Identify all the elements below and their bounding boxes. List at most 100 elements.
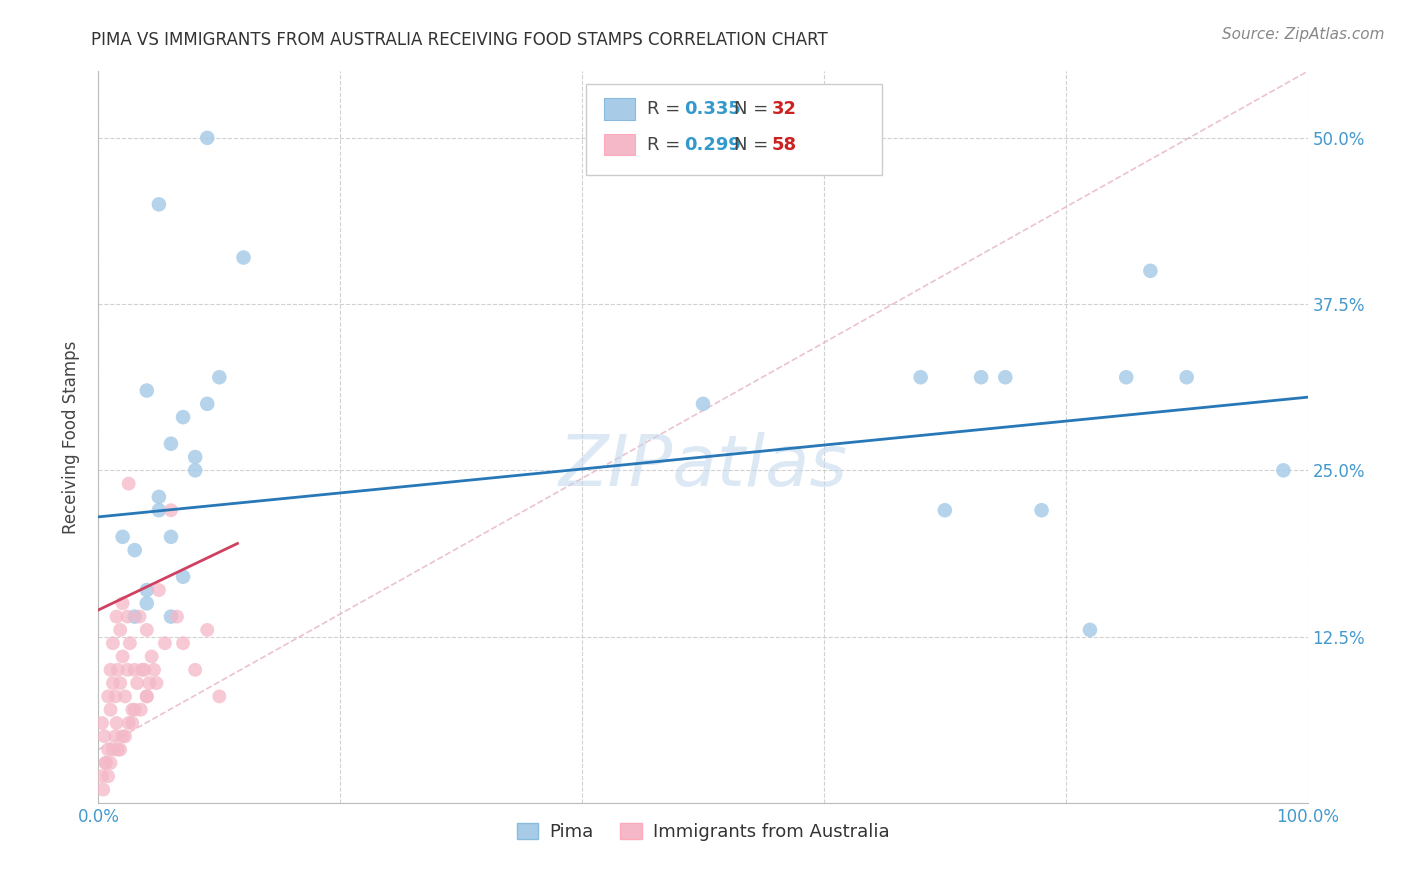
Point xyxy=(692,397,714,411)
Point xyxy=(108,676,131,690)
Point xyxy=(148,582,170,597)
Point xyxy=(141,649,163,664)
Point xyxy=(148,503,170,517)
Text: R =: R = xyxy=(647,136,686,153)
Point xyxy=(131,663,153,677)
Point xyxy=(111,596,134,610)
Point xyxy=(114,690,136,704)
Point xyxy=(135,690,157,704)
Point xyxy=(105,609,128,624)
Point xyxy=(1272,463,1295,477)
Point xyxy=(166,609,188,624)
Point xyxy=(994,370,1017,384)
Text: N =: N = xyxy=(734,101,775,119)
Point xyxy=(143,663,166,677)
Point xyxy=(118,636,141,650)
Point xyxy=(153,636,176,650)
Point xyxy=(172,636,194,650)
Point xyxy=(128,609,150,624)
Legend: Pima, Immigrants from Australia: Pima, Immigrants from Australia xyxy=(509,816,897,848)
Point xyxy=(101,742,124,756)
Bar xyxy=(603,98,636,120)
Point xyxy=(91,769,114,783)
Point xyxy=(184,663,207,677)
Point xyxy=(108,623,131,637)
Point xyxy=(100,703,122,717)
Point xyxy=(107,663,129,677)
Text: Source: ZipAtlas.com: Source: ZipAtlas.com xyxy=(1222,27,1385,42)
Point xyxy=(121,703,143,717)
Text: 32: 32 xyxy=(772,101,797,119)
Point xyxy=(111,530,134,544)
Point xyxy=(145,676,167,690)
Point xyxy=(114,729,136,743)
Point xyxy=(101,636,124,650)
Point xyxy=(195,623,218,637)
Point xyxy=(108,742,131,756)
Point xyxy=(135,690,157,704)
Text: R =: R = xyxy=(647,101,686,119)
Point xyxy=(184,450,207,464)
Point xyxy=(101,676,124,690)
Point xyxy=(195,397,218,411)
Point xyxy=(105,716,128,731)
Point xyxy=(1115,370,1137,384)
Text: ZIPatlas: ZIPatlas xyxy=(558,432,848,500)
Point xyxy=(104,729,127,743)
Bar xyxy=(603,134,636,155)
Point xyxy=(94,756,117,770)
Point xyxy=(111,649,134,664)
Point xyxy=(124,663,146,677)
Point xyxy=(138,676,160,690)
Point xyxy=(1078,623,1101,637)
Point xyxy=(970,370,993,384)
Point xyxy=(107,742,129,756)
Point xyxy=(160,436,183,450)
Point xyxy=(97,690,120,704)
Point xyxy=(172,570,194,584)
Point xyxy=(127,676,149,690)
Point xyxy=(135,596,157,610)
Text: 0.335: 0.335 xyxy=(683,101,741,119)
Text: 58: 58 xyxy=(772,136,797,153)
Point xyxy=(184,463,207,477)
Point xyxy=(129,703,152,717)
Point xyxy=(104,690,127,704)
Point xyxy=(837,131,859,145)
Point xyxy=(160,609,183,624)
Point xyxy=(172,410,194,425)
Point xyxy=(117,609,139,624)
FancyBboxPatch shape xyxy=(586,84,882,175)
Point xyxy=(117,663,139,677)
Point xyxy=(91,782,114,797)
Point xyxy=(910,370,932,384)
Point xyxy=(118,476,141,491)
Point xyxy=(118,716,141,731)
Point xyxy=(934,503,956,517)
Text: 0.299: 0.299 xyxy=(683,136,741,153)
Point xyxy=(160,503,183,517)
Point xyxy=(94,756,117,770)
Point xyxy=(93,729,115,743)
Point xyxy=(124,609,146,624)
Point xyxy=(121,716,143,731)
Point xyxy=(97,742,120,756)
Point xyxy=(1175,370,1198,384)
Point xyxy=(208,370,231,384)
Point xyxy=(135,623,157,637)
Point xyxy=(1031,503,1053,517)
Point xyxy=(134,663,156,677)
Point xyxy=(97,769,120,783)
Point xyxy=(91,716,114,731)
Point xyxy=(1139,264,1161,278)
Point xyxy=(124,543,146,558)
Point xyxy=(148,490,170,504)
Point xyxy=(100,663,122,677)
Point xyxy=(148,197,170,211)
Point xyxy=(232,251,254,265)
Point xyxy=(135,384,157,398)
Point xyxy=(124,703,146,717)
Text: N =: N = xyxy=(734,136,775,153)
Point xyxy=(160,530,183,544)
Point xyxy=(208,690,231,704)
